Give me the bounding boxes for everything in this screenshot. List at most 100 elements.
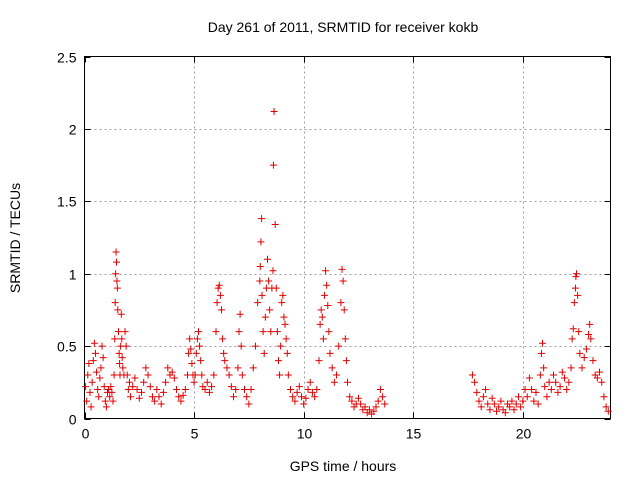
- data-point: [339, 277, 347, 285]
- y-tick-label: 2: [69, 122, 77, 138]
- data-point: [508, 397, 516, 405]
- data-point: [510, 406, 518, 414]
- data-point: [97, 364, 105, 372]
- data-point: [484, 400, 492, 408]
- data-point: [123, 371, 131, 379]
- data-point: [125, 378, 133, 386]
- data-point: [578, 364, 586, 372]
- data-point: [325, 328, 333, 336]
- data-point: [357, 400, 365, 408]
- data-point: [177, 397, 185, 405]
- data-point: [157, 400, 165, 408]
- chart-title: Day 261 of 2011, SRMTID for receiver kok…: [208, 19, 479, 35]
- data-point: [468, 371, 476, 379]
- data-point: [585, 331, 593, 339]
- data-point: [322, 267, 330, 275]
- y-tick-label: 0.5: [57, 339, 77, 355]
- data-point: [96, 374, 104, 382]
- data-point: [227, 383, 235, 391]
- data-point: [232, 386, 240, 394]
- data-point: [114, 328, 122, 336]
- data-point: [278, 299, 286, 307]
- data-point: [569, 325, 577, 333]
- data-point: [598, 378, 606, 386]
- data-point: [337, 299, 345, 307]
- data-point: [574, 291, 582, 299]
- data-point: [471, 378, 479, 386]
- data-point: [317, 306, 325, 314]
- data-point: [565, 378, 573, 386]
- data-point: [256, 262, 264, 270]
- data-point: [197, 357, 205, 365]
- data-point: [221, 357, 229, 365]
- data-point: [118, 354, 126, 362]
- data-point: [604, 407, 612, 415]
- data-point: [304, 386, 312, 394]
- data-point: [558, 368, 566, 376]
- data-point: [269, 161, 277, 169]
- data-point: [346, 393, 354, 401]
- data-point: [261, 313, 269, 321]
- data-point: [338, 265, 346, 273]
- data-point: [216, 291, 224, 299]
- data-point: [91, 349, 99, 357]
- data-point: [179, 391, 187, 399]
- data-point: [85, 359, 93, 367]
- data-point: [109, 397, 117, 405]
- data-point: [173, 386, 181, 394]
- data-point: [196, 342, 204, 350]
- data-point: [111, 299, 119, 307]
- data-point: [570, 299, 578, 307]
- data-point: [537, 349, 545, 357]
- data-point: [486, 406, 494, 414]
- data-point: [121, 328, 129, 336]
- data-point: [552, 378, 560, 386]
- data-point: [589, 357, 597, 365]
- data-point: [269, 267, 277, 275]
- data-point: [523, 393, 531, 401]
- data-point: [256, 277, 264, 285]
- data-point: [283, 349, 291, 357]
- data-point: [192, 349, 200, 357]
- data-point: [205, 388, 213, 396]
- data-point: [236, 310, 244, 318]
- y-tick-label: 2.5: [57, 50, 77, 66]
- data-point: [514, 393, 522, 401]
- data-point: [113, 277, 121, 285]
- data-point: [316, 320, 324, 328]
- data-point: [131, 374, 139, 382]
- data-point: [554, 388, 562, 396]
- data-point: [155, 393, 163, 401]
- data-point: [214, 284, 222, 292]
- data-point: [225, 371, 233, 379]
- data-point: [111, 335, 119, 343]
- data-points: [82, 108, 612, 418]
- data-point: [302, 394, 310, 402]
- data-point: [93, 368, 101, 376]
- data-point: [289, 393, 297, 401]
- data-point: [213, 299, 221, 307]
- data-point: [208, 383, 216, 391]
- x-axis: 0 5 10 15 20: [82, 56, 531, 442]
- data-point: [234, 364, 242, 372]
- data-point: [365, 406, 373, 414]
- data-point: [99, 354, 107, 362]
- data-point: [210, 371, 218, 379]
- data-point: [586, 320, 594, 328]
- data-point: [257, 238, 265, 246]
- data-point: [315, 357, 323, 365]
- data-point: [477, 403, 485, 411]
- data-point: [190, 378, 198, 386]
- grid-lines: [84, 56, 611, 419]
- data-point: [194, 328, 202, 336]
- data-point: [84, 371, 92, 379]
- data-point: [341, 335, 349, 343]
- y-tick-label: 1.5: [57, 194, 77, 210]
- data-point: [82, 383, 90, 391]
- data-point: [281, 320, 289, 328]
- data-point: [83, 397, 91, 405]
- data-point: [517, 403, 525, 411]
- data-point: [90, 339, 98, 347]
- data-point: [110, 371, 118, 379]
- data-point: [525, 374, 533, 382]
